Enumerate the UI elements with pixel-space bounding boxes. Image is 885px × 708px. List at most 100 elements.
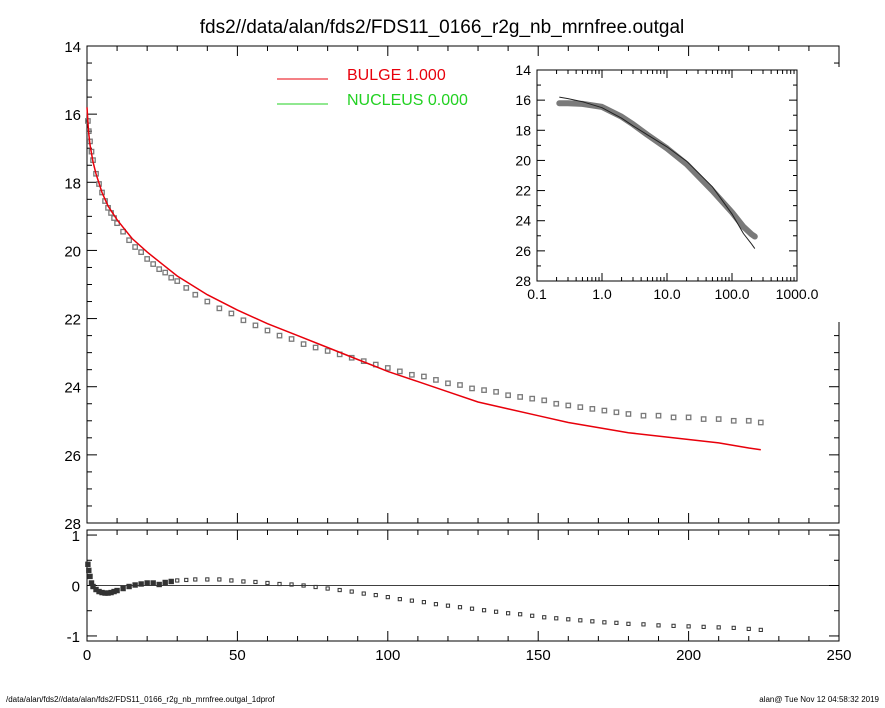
data-point: [493, 388, 499, 395]
residual-point: [385, 595, 390, 600]
data-point: [745, 417, 752, 424]
data-point: [396, 368, 403, 375]
x-tick-label: 150: [526, 647, 551, 664]
residual-y-tick-label: 1: [72, 528, 80, 545]
data-point: [481, 387, 487, 393]
residual-point: [758, 627, 763, 632]
residual-point: [168, 578, 174, 585]
data-point: [144, 256, 151, 262]
inset-y-tick-label: 16: [515, 92, 531, 108]
data-point: [288, 336, 295, 342]
residual-point: [397, 597, 402, 602]
data-point: [553, 400, 560, 407]
data-point: [324, 348, 331, 354]
data-point: [517, 394, 524, 400]
x-tick-label: 100: [375, 647, 400, 664]
residual-point: [205, 577, 210, 582]
residual-point: [445, 603, 451, 608]
residual-point: [114, 587, 120, 594]
x-tick-label: 250: [826, 647, 851, 664]
residual-point: [566, 617, 571, 622]
data-point: [162, 269, 169, 276]
residual-point: [193, 577, 198, 582]
data-point: [264, 327, 271, 334]
inset-y-tick-label: 18: [515, 122, 531, 138]
residual-point: [90, 583, 96, 590]
data-point: [757, 419, 764, 426]
residual-point: [506, 611, 511, 616]
inset-y-tick-label: 20: [515, 152, 531, 168]
residual-point: [289, 582, 294, 587]
residual-point: [138, 581, 144, 587]
data-point: [150, 261, 157, 267]
residual-point: [614, 620, 619, 625]
residual-point: [85, 561, 91, 568]
residual-point: [87, 573, 93, 580]
data-point: [384, 365, 391, 371]
data-point: [445, 380, 451, 387]
inset-x-tick-label: 0.1: [527, 286, 547, 302]
residual-point: [132, 582, 138, 588]
data-point: [640, 412, 647, 419]
inset-panel: 14 16 18 20 22 24 26 280.1 1.0 10.0 100.0 1000.0: [515, 62, 844, 322]
x-tick-label: 50: [229, 647, 246, 664]
residual-point: [184, 577, 189, 583]
residual-point: [656, 623, 661, 628]
main-y-tick-label: 24: [64, 380, 81, 397]
residual-point: [409, 598, 414, 603]
inset-y-tick-label: 26: [515, 243, 531, 259]
residual-point: [481, 608, 487, 613]
footer-filepath: /data/alan/fds2//data/alan/fds2/FDS11_01…: [6, 695, 275, 704]
main-y-tick-label: 26: [64, 448, 81, 465]
residual-point: [325, 586, 330, 591]
inset-y-tick-label: 28: [515, 273, 531, 289]
residual-point: [686, 624, 691, 629]
residual-point: [162, 579, 168, 586]
residual-point: [554, 616, 559, 621]
data-point: [613, 409, 620, 416]
residual-point: [433, 602, 439, 607]
residual-point: [86, 567, 92, 574]
data-point: [228, 310, 235, 317]
residual-point: [701, 624, 706, 629]
data-point: [183, 285, 190, 291]
data-point: [457, 382, 463, 388]
data-point: [700, 416, 707, 422]
data-point: [541, 397, 548, 404]
data-point: [276, 332, 283, 339]
data-point: [433, 377, 439, 383]
data-point: [601, 407, 608, 414]
inset-x-tick-label: 100.0: [714, 286, 749, 302]
chart-title: fds2//data/alan/fds2/FDS11_0166_r2g_nb_m…: [200, 17, 684, 38]
residual-point: [241, 579, 246, 584]
main-y-tick-label: 28: [64, 516, 81, 533]
inset-x-tick-label: 1000.0: [776, 286, 819, 302]
data-point: [192, 291, 199, 298]
residual-point: [518, 612, 523, 617]
inset-data-band: [556, 100, 758, 240]
residual-point: [641, 622, 646, 627]
residual-point: [361, 591, 366, 596]
residual-point: [349, 589, 354, 594]
data-point: [156, 266, 163, 273]
residual-point: [530, 613, 535, 618]
inset-x-tick-label: 10.0: [653, 286, 680, 302]
data-point: [421, 373, 427, 380]
residual-point: [373, 592, 378, 598]
x-tick-label: 0: [83, 647, 91, 664]
inset-model-line: [559, 96, 756, 249]
data-point: [138, 249, 144, 255]
data-point: [312, 344, 319, 351]
residual-point: [144, 580, 150, 586]
residual-point: [277, 581, 282, 587]
residual-point: [120, 585, 126, 592]
data-point: [126, 237, 132, 244]
data-point: [409, 371, 415, 378]
residual-panel: 10-10 50 100 150 200 250: [67, 528, 852, 664]
bulge-model-line: [86, 107, 761, 451]
data-point: [216, 305, 223, 312]
data-point: [730, 417, 737, 424]
residual-point: [156, 581, 162, 588]
main-y-tick-label: 18: [64, 175, 81, 192]
